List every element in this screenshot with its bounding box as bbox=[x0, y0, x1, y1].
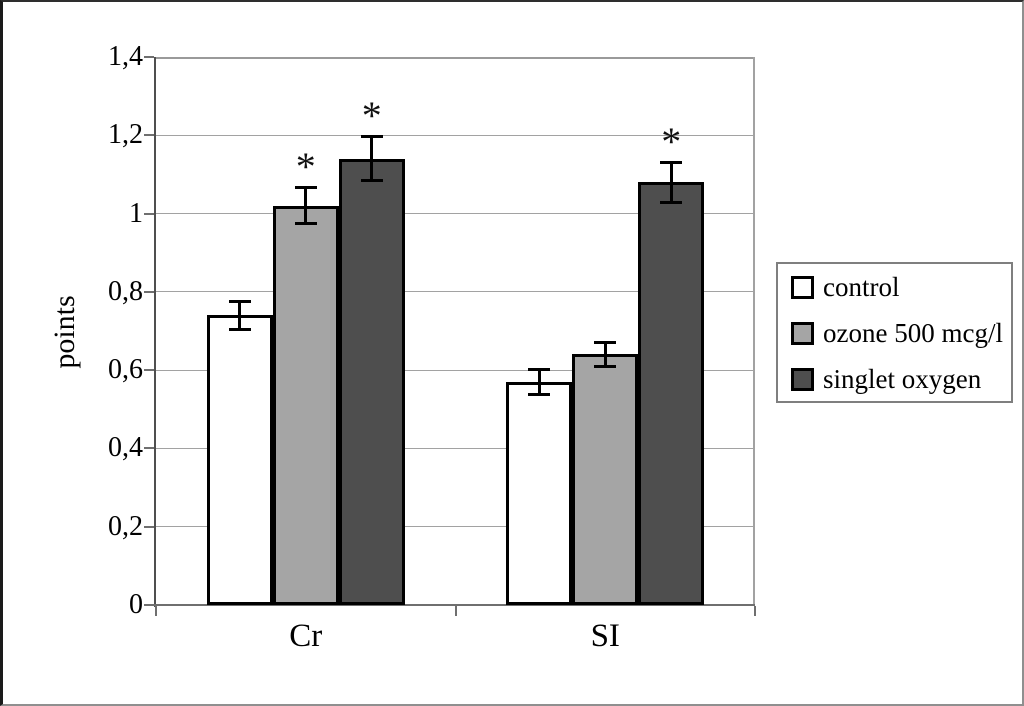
error-bar bbox=[528, 368, 551, 396]
error-bar bbox=[228, 299, 251, 331]
gridline bbox=[156, 134, 755, 136]
legend-swatch-icon bbox=[791, 367, 814, 391]
y-axis-tick bbox=[144, 56, 154, 58]
error-bar-stem bbox=[304, 189, 308, 223]
gridline bbox=[156, 291, 755, 293]
error-bar-stem bbox=[603, 343, 607, 366]
y-axis-tick bbox=[144, 212, 154, 215]
plot-right-border bbox=[753, 57, 755, 605]
gridline bbox=[156, 213, 755, 215]
legend-label: singlet oxygen bbox=[823, 363, 982, 394]
legend-swatch-icon bbox=[791, 321, 814, 345]
significance-asterisk: * bbox=[361, 93, 382, 139]
legend-item: control bbox=[791, 264, 1011, 310]
plot-area: * * * bbox=[144, 56, 756, 616]
bar-ozone-500-mcg-l-SI bbox=[572, 354, 639, 605]
y-tick-label: 0 bbox=[129, 589, 143, 620]
legend: control ozone 500 mcg/l singlet oxygen bbox=[776, 262, 1013, 403]
gridline bbox=[156, 57, 755, 59]
error-bar bbox=[594, 340, 617, 369]
gridline bbox=[156, 526, 755, 528]
gridline bbox=[156, 369, 755, 371]
y-axis-tick bbox=[144, 369, 154, 372]
y-tick-label: 1 bbox=[129, 197, 143, 229]
y-axis-tick bbox=[144, 525, 154, 528]
significance-asterisk: * bbox=[661, 118, 682, 164]
legend-item: ozone 500 mcg/l bbox=[791, 310, 1011, 356]
legend-swatch-icon bbox=[791, 275, 814, 299]
y-tick-label: 0,2 bbox=[108, 510, 143, 542]
x-axis-line bbox=[146, 604, 755, 606]
y-axis-tick bbox=[144, 447, 154, 450]
bar-singlet-oxygen-Cr bbox=[338, 158, 405, 605]
error-bar bbox=[660, 160, 683, 204]
legend-label: ozone 500 mcg/l bbox=[823, 317, 1003, 348]
category-label: SI bbox=[590, 618, 620, 654]
y-tick-label: 0,6 bbox=[108, 354, 143, 386]
x-axis-tick bbox=[155, 606, 157, 616]
bar-control-SI bbox=[506, 381, 573, 605]
x-axis-tick bbox=[754, 606, 756, 616]
error-bar-stem bbox=[537, 371, 541, 393]
bar-singlet-oxygen-SI bbox=[638, 182, 705, 605]
y-tick-label: 0,4 bbox=[108, 432, 143, 464]
y-tick-label: 1,2 bbox=[108, 119, 143, 151]
y-axis-tick bbox=[144, 290, 154, 293]
y-tick-label: 0,8 bbox=[108, 275, 143, 307]
error-bar bbox=[294, 186, 317, 226]
error-bar-stem bbox=[370, 138, 374, 180]
y-axis-line bbox=[154, 57, 156, 607]
category-label: Cr bbox=[289, 618, 323, 654]
error-bar-stem bbox=[669, 163, 673, 201]
bar-ozone-500-mcg-l-Cr bbox=[272, 205, 339, 605]
y-tick-label: 1,4 bbox=[108, 41, 143, 72]
legend-label: control bbox=[823, 271, 900, 302]
y-axis-tick bbox=[144, 134, 154, 137]
x-axis-tick bbox=[454, 606, 457, 616]
error-bar-stem bbox=[238, 302, 242, 328]
legend-item: singlet oxygen bbox=[791, 356, 1011, 402]
significance-asterisk: * bbox=[295, 144, 316, 190]
error-bar bbox=[360, 135, 383, 183]
gridline bbox=[156, 447, 755, 449]
bar-control-Cr bbox=[206, 315, 273, 605]
